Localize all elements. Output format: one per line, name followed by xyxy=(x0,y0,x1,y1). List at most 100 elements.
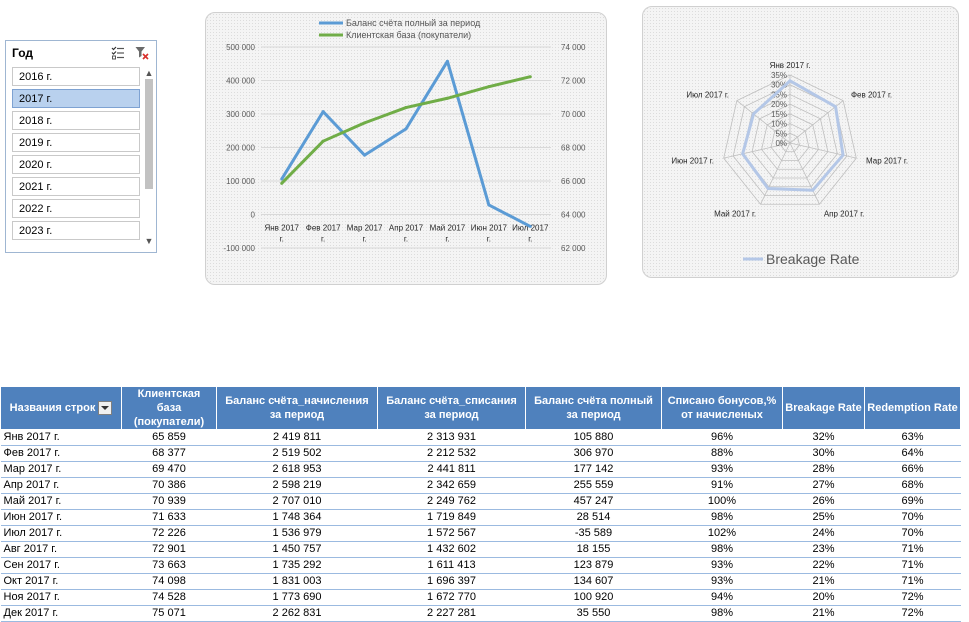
table-cell[interactable]: 26% xyxy=(782,493,865,510)
table-cell[interactable]: 91% xyxy=(661,477,783,494)
header-balance[interactable]: Баланс счёта полный за период xyxy=(525,386,662,430)
scroll-track[interactable] xyxy=(143,79,155,235)
balance-point[interactable] xyxy=(280,177,284,181)
balance-point[interactable] xyxy=(363,153,367,157)
table-cell[interactable]: 27% xyxy=(782,477,865,494)
table-cell[interactable]: 2 618 953 xyxy=(216,461,378,478)
table-cell[interactable]: 28% xyxy=(782,461,865,478)
table-cell[interactable]: 94% xyxy=(661,589,783,606)
table-cell[interactable]: -35 589 xyxy=(525,525,662,542)
table-cell[interactable]: 98% xyxy=(661,509,783,526)
table-cell[interactable]: 32% xyxy=(782,429,865,446)
table-cell[interactable]: 98% xyxy=(661,605,783,622)
header-accruals[interactable]: Баланс счёта_начисления за период xyxy=(216,386,378,430)
table-cell[interactable]: 2 707 010 xyxy=(216,493,378,510)
table-cell[interactable]: 1 611 413 xyxy=(377,557,526,574)
table-cell[interactable]: 2 342 659 xyxy=(377,477,526,494)
balance-point[interactable] xyxy=(321,110,325,114)
table-cell[interactable]: 30% xyxy=(782,445,865,462)
table-cell[interactable]: 96% xyxy=(661,429,783,446)
row-label-cell[interactable]: Янв 2017 г. xyxy=(0,429,122,446)
table-cell[interactable]: 123 879 xyxy=(525,557,662,574)
table-cell[interactable]: 100 920 xyxy=(525,589,662,606)
table-cell[interactable]: 2 519 502 xyxy=(216,445,378,462)
table-cell[interactable]: 69 470 xyxy=(121,461,217,478)
table-cell[interactable]: 70% xyxy=(864,509,961,526)
table-cell[interactable]: 177 142 xyxy=(525,461,662,478)
table-cell[interactable]: 1 450 757 xyxy=(216,541,378,558)
table-cell[interactable]: 1 696 397 xyxy=(377,573,526,590)
table-cell[interactable]: 21% xyxy=(782,573,865,590)
table-cell[interactable]: 65 859 xyxy=(121,429,217,446)
table-cell[interactable]: 1 773 690 xyxy=(216,589,378,606)
table-cell[interactable]: 2 441 811 xyxy=(377,461,526,478)
table-cell[interactable]: 1 831 003 xyxy=(216,573,378,590)
row-label-cell[interactable]: Апр 2017 г. xyxy=(0,477,122,494)
table-cell[interactable]: 28 514 xyxy=(525,509,662,526)
clients-point[interactable] xyxy=(528,75,532,79)
table-cell[interactable]: 70 939 xyxy=(121,493,217,510)
table-cell[interactable]: 93% xyxy=(661,573,783,590)
table-cell[interactable]: 25% xyxy=(782,509,865,526)
slicer-item-2020[interactable]: 2020 г. xyxy=(12,155,140,174)
balance-point[interactable] xyxy=(487,203,491,207)
table-cell[interactable]: 71% xyxy=(864,541,961,558)
table-cell[interactable]: 2 598 219 xyxy=(216,477,378,494)
table-cell[interactable]: 22% xyxy=(782,557,865,574)
scroll-down-icon[interactable]: ▼ xyxy=(144,236,154,246)
row-label-cell[interactable]: Мар 2017 г. xyxy=(0,461,122,478)
table-cell[interactable]: 1 536 979 xyxy=(216,525,378,542)
table-cell[interactable]: 70 386 xyxy=(121,477,217,494)
table-cell[interactable]: 105 880 xyxy=(525,429,662,446)
header-row-labels[interactable]: Названия строк xyxy=(0,386,122,430)
table-cell[interactable]: 71% xyxy=(864,557,961,574)
table-cell[interactable]: 1 572 567 xyxy=(377,525,526,542)
table-cell[interactable]: 134 607 xyxy=(525,573,662,590)
balance-point[interactable] xyxy=(404,127,408,131)
row-label-cell[interactable]: Дек 2017 г. xyxy=(0,605,122,622)
scroll-thumb[interactable] xyxy=(145,79,153,189)
table-cell[interactable]: 1 432 602 xyxy=(377,541,526,558)
table-cell[interactable]: 68 377 xyxy=(121,445,217,462)
multi-select-icon[interactable] xyxy=(110,45,126,61)
table-cell[interactable]: 69% xyxy=(864,493,961,510)
table-cell[interactable]: 73 663 xyxy=(121,557,217,574)
table-cell[interactable]: 255 559 xyxy=(525,477,662,494)
table-cell[interactable]: 74 528 xyxy=(121,589,217,606)
slicer-item-2021[interactable]: 2021 г. xyxy=(12,177,140,196)
clear-filter-icon[interactable] xyxy=(134,45,150,61)
row-label-cell[interactable]: Сен 2017 г. xyxy=(0,557,122,574)
clients-point[interactable] xyxy=(321,139,325,143)
clients-point[interactable] xyxy=(363,121,367,125)
table-cell[interactable]: 102% xyxy=(661,525,783,542)
row-label-cell[interactable]: Июн 2017 г. xyxy=(0,509,122,526)
table-cell[interactable]: 72% xyxy=(864,605,961,622)
table-cell[interactable]: 2 227 281 xyxy=(377,605,526,622)
row-label-cell[interactable]: Окт 2017 г. xyxy=(0,573,122,590)
table-cell[interactable]: 2 419 811 xyxy=(216,429,378,446)
table-cell[interactable]: 68% xyxy=(864,477,961,494)
slicer-item-2018[interactable]: 2018 г. xyxy=(12,111,140,130)
clients-point[interactable] xyxy=(404,106,408,110)
table-cell[interactable]: 66% xyxy=(864,461,961,478)
balance-point[interactable] xyxy=(528,224,532,228)
table-cell[interactable]: 2 313 931 xyxy=(377,429,526,446)
table-cell[interactable]: 98% xyxy=(661,541,783,558)
table-cell[interactable]: 1 672 770 xyxy=(377,589,526,606)
table-cell[interactable]: 457 247 xyxy=(525,493,662,510)
header-writeoff-pct[interactable]: Списано бонусов,% от начисленых xyxy=(661,386,783,430)
table-cell[interactable]: 306 970 xyxy=(525,445,662,462)
header-redemption-rate[interactable]: Redemption Rate xyxy=(864,386,961,430)
table-cell[interactable]: 74 098 xyxy=(121,573,217,590)
table-cell[interactable]: 2 262 831 xyxy=(216,605,378,622)
table-cell[interactable]: 64% xyxy=(864,445,961,462)
table-cell[interactable]: 72 901 xyxy=(121,541,217,558)
clients-point[interactable] xyxy=(487,85,491,89)
table-cell[interactable]: 23% xyxy=(782,541,865,558)
table-cell[interactable]: 1 735 292 xyxy=(216,557,378,574)
header-clients[interactable]: Клиентская база (покупатели) xyxy=(121,386,217,430)
row-label-cell[interactable]: Ноя 2017 г. xyxy=(0,589,122,606)
table-cell[interactable]: 88% xyxy=(661,445,783,462)
table-cell[interactable]: 71% xyxy=(864,573,961,590)
slicer-scrollbar[interactable]: ▲ ▼ xyxy=(143,67,155,247)
